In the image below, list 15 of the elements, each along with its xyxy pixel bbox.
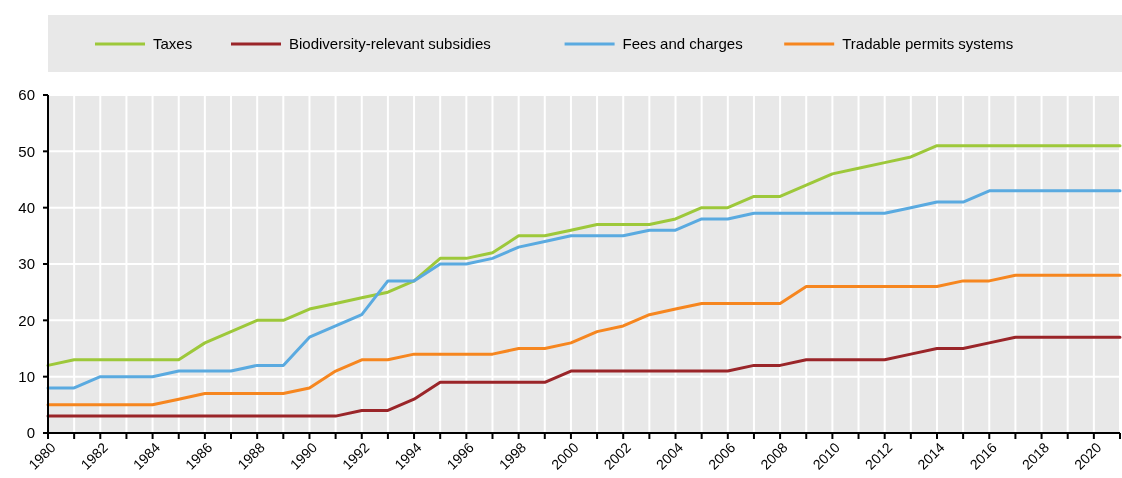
legend-label: Biodiversity-relevant subsidies [289, 35, 491, 53]
y-tick-label: 10 [18, 367, 35, 385]
legend-label: Fees and charges [622, 35, 743, 53]
line-series [46, 335, 1122, 418]
y-tick-label: 20 [18, 311, 35, 329]
y-tick-label: 0 [26, 424, 35, 442]
line-series [46, 189, 1122, 390]
y-tick-label: 50 [18, 142, 35, 160]
y-tick-label: 40 [18, 198, 35, 216]
legend-label: Taxes [153, 35, 193, 53]
line-series [46, 144, 1122, 367]
line-series [46, 273, 1122, 407]
legend-label: Tradable permits systems [842, 35, 1014, 53]
y-tick-label: 60 [18, 86, 35, 104]
y-tick-label: 30 [18, 255, 35, 273]
